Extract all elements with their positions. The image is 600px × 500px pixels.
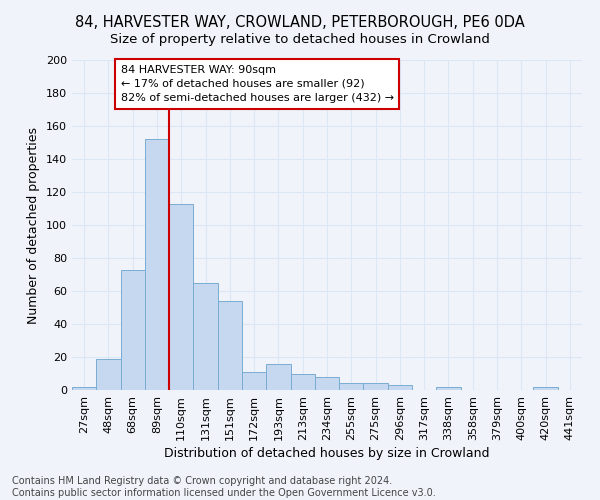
- Bar: [266, 364, 290, 390]
- Y-axis label: Number of detached properties: Number of detached properties: [28, 126, 40, 324]
- Text: Contains HM Land Registry data © Crown copyright and database right 2024.
Contai: Contains HM Land Registry data © Crown c…: [12, 476, 436, 498]
- Bar: [436, 386, 461, 390]
- X-axis label: Distribution of detached houses by size in Crowland: Distribution of detached houses by size …: [164, 447, 490, 460]
- Bar: [121, 270, 145, 390]
- Bar: [290, 374, 315, 390]
- Bar: [218, 301, 242, 390]
- Bar: [364, 384, 388, 390]
- Text: 84 HARVESTER WAY: 90sqm
← 17% of detached houses are smaller (92)
82% of semi-de: 84 HARVESTER WAY: 90sqm ← 17% of detache…: [121, 65, 394, 103]
- Bar: [388, 385, 412, 390]
- Bar: [193, 283, 218, 390]
- Text: Size of property relative to detached houses in Crowland: Size of property relative to detached ho…: [110, 32, 490, 46]
- Bar: [339, 384, 364, 390]
- Bar: [145, 139, 169, 390]
- Bar: [242, 372, 266, 390]
- Text: 84, HARVESTER WAY, CROWLAND, PETERBOROUGH, PE6 0DA: 84, HARVESTER WAY, CROWLAND, PETERBOROUG…: [75, 15, 525, 30]
- Bar: [96, 358, 121, 390]
- Bar: [315, 377, 339, 390]
- Bar: [72, 386, 96, 390]
- Bar: [169, 204, 193, 390]
- Bar: [533, 386, 558, 390]
